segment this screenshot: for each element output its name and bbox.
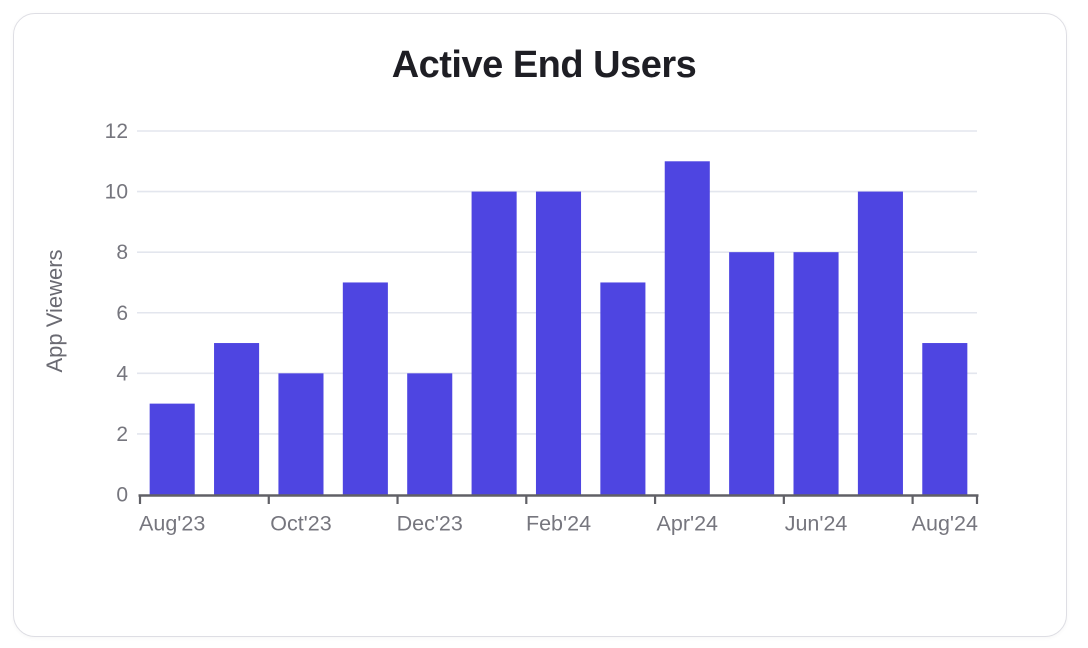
y-tick-label: 6 [116, 302, 128, 325]
y-tick-label: 12 [105, 120, 128, 143]
bar-may-24[interactable] [729, 252, 775, 495]
bar-jul-24[interactable] [857, 191, 903, 495]
bar-aug-24[interactable] [922, 343, 968, 495]
y-tick-label: 8 [116, 241, 128, 264]
y-tick-label: 4 [116, 362, 128, 385]
x-tick-label: Feb'24 [526, 512, 591, 536]
bar-oct-23[interactable] [278, 373, 324, 495]
x-tick-label: Apr'24 [657, 512, 719, 536]
x-tick-label: Aug'24 [912, 512, 978, 536]
bar-dec-23[interactable] [407, 373, 453, 495]
y-tick-label: 0 [116, 484, 128, 507]
y-tick-label: 2 [116, 423, 128, 446]
bar-jun-24[interactable] [793, 252, 839, 495]
x-tick-label: Dec'23 [397, 512, 463, 536]
bar-sep-23[interactable] [214, 343, 260, 495]
bar-jan-24[interactable] [471, 191, 517, 495]
bar-nov-23[interactable] [342, 282, 388, 495]
bar-feb-24[interactable] [535, 191, 582, 495]
bar-aug-23[interactable] [149, 403, 195, 495]
chart-title: Active End Users [391, 44, 697, 86]
x-tick-label: Oct'23 [270, 512, 332, 536]
bar-mar-24[interactable] [600, 282, 646, 495]
bar-apr-24[interactable] [664, 161, 710, 495]
x-tick-label: Jun'24 [785, 512, 848, 536]
x-tick-label: Aug'23 [139, 512, 205, 536]
y-tick-label: 10 [105, 181, 128, 204]
